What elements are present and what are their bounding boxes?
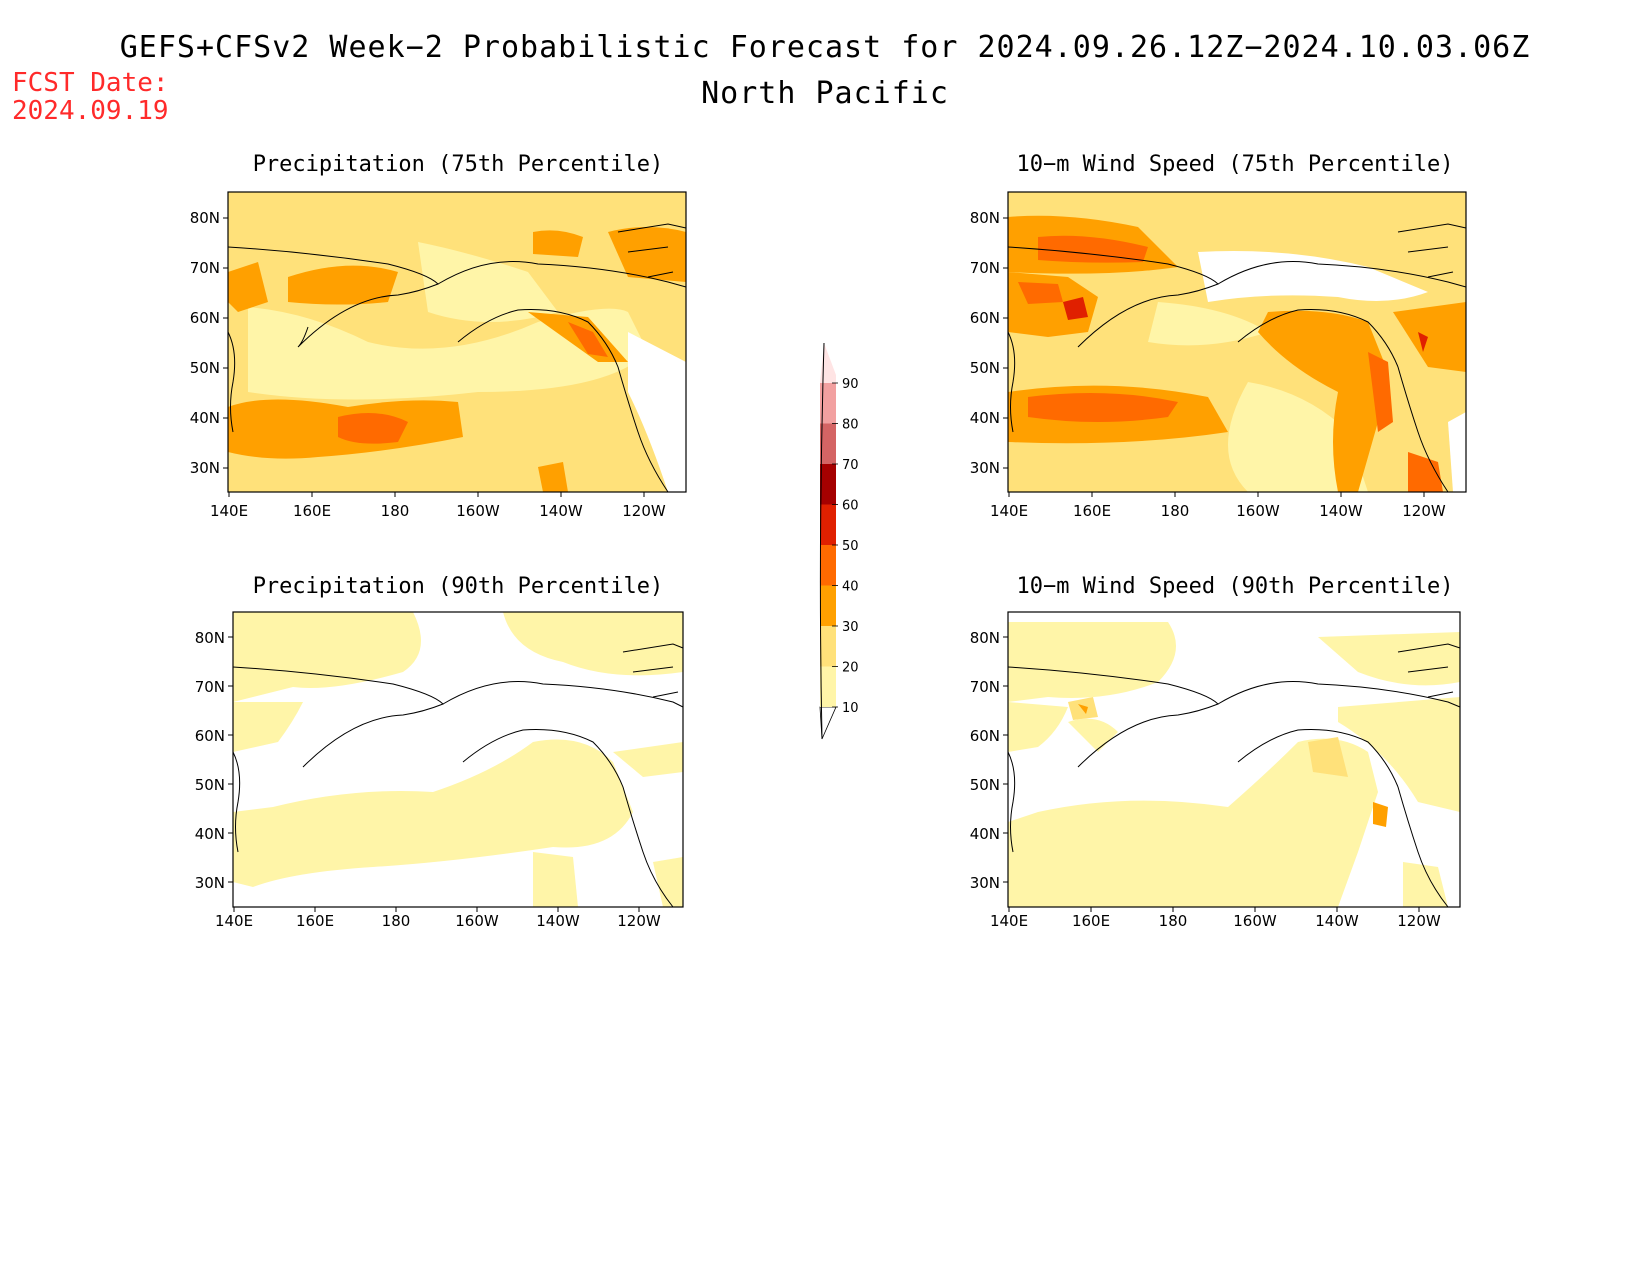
lon-label: 160E bbox=[296, 912, 334, 930]
lat-label: 60N bbox=[190, 309, 220, 327]
lon-label: 140W bbox=[1315, 912, 1359, 930]
lon-label: 140E bbox=[990, 912, 1028, 930]
lat-label: 80N bbox=[195, 629, 225, 647]
colorbar-level-label: 50 bbox=[842, 539, 859, 554]
lon-label: 160W bbox=[456, 502, 500, 520]
lon-label: 120W bbox=[1402, 502, 1446, 520]
lat-label: 60N bbox=[970, 309, 1000, 327]
colorbar-swatch bbox=[820, 423, 836, 464]
lat-label: 40N bbox=[970, 825, 1000, 843]
lat-label: 70N bbox=[190, 259, 220, 277]
fcst-date-value: 2024.09.19 bbox=[12, 96, 169, 126]
colorbar-swatch bbox=[820, 585, 836, 626]
lon-label: 160W bbox=[1236, 502, 1280, 520]
lat-label: 60N bbox=[195, 727, 225, 745]
colorbar-swatch bbox=[820, 504, 836, 545]
lat-label: 30N bbox=[970, 459, 1000, 477]
map-wind-75: 80N 70N 60N 50N 40N 30N 140E 160E 180 16… bbox=[970, 191, 1467, 520]
fcst-date-label: FCST Date: bbox=[12, 68, 169, 98]
colorbar-level-label: 70 bbox=[842, 458, 859, 473]
colorbar-level-label: 20 bbox=[842, 661, 859, 676]
colorbar-level-label: 40 bbox=[842, 580, 859, 595]
panel-title-wind-90: 10−m Wind Speed (90th Percentile) bbox=[1016, 574, 1454, 599]
panel-title-wind-75: 10−m Wind Speed (75th Percentile) bbox=[1016, 152, 1454, 177]
lon-label: 180 bbox=[381, 502, 410, 520]
lat-label: 30N bbox=[970, 874, 1000, 892]
panel-title-precip-75: Precipitation (75th Percentile) bbox=[252, 152, 664, 177]
main-title: GEFS+CFSv2 Week−2 Probabilistic Forecast… bbox=[119, 30, 1531, 65]
lat-label: 30N bbox=[195, 874, 225, 892]
lon-label: 180 bbox=[1161, 502, 1190, 520]
lat-label: 80N bbox=[970, 209, 1000, 227]
lon-label: 160W bbox=[1233, 912, 1277, 930]
lon-label: 160E bbox=[1072, 912, 1110, 930]
lat-label: 50N bbox=[970, 359, 1000, 377]
lon-label: 160W bbox=[455, 912, 499, 930]
lon-label: 180 bbox=[1159, 912, 1188, 930]
lon-label: 120W bbox=[622, 502, 666, 520]
colorbar-level-label: 60 bbox=[842, 499, 859, 514]
colorbar-swatch bbox=[820, 545, 836, 586]
panel-title-precip-90: Precipitation (90th Percentile) bbox=[252, 574, 664, 599]
lat-label: 70N bbox=[195, 678, 225, 696]
lon-label: 160E bbox=[1073, 502, 1111, 520]
lat-label: 80N bbox=[970, 629, 1000, 647]
lat-label: 50N bbox=[195, 776, 225, 794]
colorbar-swatch bbox=[820, 464, 836, 505]
frame bbox=[227, 191, 687, 493]
map-wind-90: 80N 70N 60N 50N 40N 30N 140E 160E 180 16… bbox=[970, 611, 1461, 930]
lon-label: 140E bbox=[990, 502, 1028, 520]
colorbar-level-label: 10 bbox=[842, 701, 859, 716]
lon-label: 140E bbox=[215, 912, 253, 930]
colorbar-legend: 10 20 30 40 50 60 70 80 90 bbox=[819, 342, 859, 740]
lat-label: 50N bbox=[190, 359, 220, 377]
colorbar-swatch-top bbox=[820, 343, 836, 383]
map-precip-75: 80N 70N 60N 50N 40N 30N 140E 160E 180 16… bbox=[190, 191, 687, 520]
lat-label: 80N bbox=[190, 209, 220, 227]
colorbar-swatch bbox=[820, 626, 836, 667]
colorbar-swatch bbox=[820, 383, 836, 424]
colorbar-level-label: 80 bbox=[842, 418, 859, 433]
lat-label: 50N bbox=[970, 776, 1000, 794]
lon-label: 180 bbox=[382, 912, 411, 930]
lat-label: 70N bbox=[970, 678, 1000, 696]
lat-label: 40N bbox=[195, 825, 225, 843]
lon-label: 140W bbox=[536, 912, 580, 930]
lon-label: 140W bbox=[539, 502, 583, 520]
lon-label: 140W bbox=[1319, 502, 1363, 520]
lon-label: 140E bbox=[210, 502, 248, 520]
lat-label: 70N bbox=[970, 259, 1000, 277]
lon-label: 120W bbox=[1397, 912, 1441, 930]
colorbar-level-label: 30 bbox=[842, 620, 859, 635]
region-subtitle: North Pacific bbox=[701, 76, 949, 111]
colorbar-swatch bbox=[820, 666, 836, 707]
lat-label: 60N bbox=[970, 727, 1000, 745]
lon-label: 160E bbox=[293, 502, 331, 520]
colorbar-level-label: 90 bbox=[842, 377, 859, 392]
colorbar-outline bbox=[819, 342, 825, 740]
map-precip-90: 80N 70N 60N 50N 40N 30N 140E 160E 180 16… bbox=[195, 611, 684, 930]
lat-label: 30N bbox=[190, 459, 220, 477]
lon-label: 120W bbox=[617, 912, 661, 930]
lat-label: 40N bbox=[970, 409, 1000, 427]
lat-label: 40N bbox=[190, 409, 220, 427]
